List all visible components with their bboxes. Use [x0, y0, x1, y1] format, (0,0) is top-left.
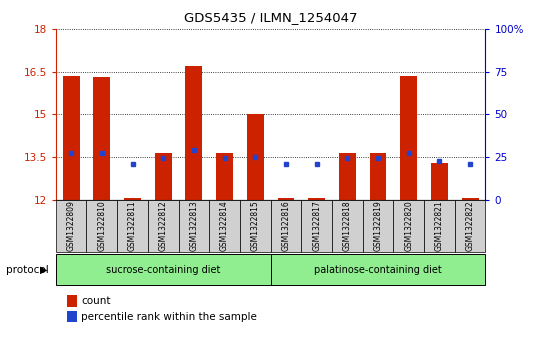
Text: count: count [81, 296, 110, 306]
Text: GSM1322813: GSM1322813 [189, 201, 199, 251]
Bar [339, 153, 356, 200]
Text: GSM1322809: GSM1322809 [66, 200, 76, 252]
Text: ▶: ▶ [40, 265, 47, 274]
Text: GSM1322816: GSM1322816 [281, 201, 291, 251]
Text: GSM1322821: GSM1322821 [435, 201, 444, 251]
Bar [124, 198, 141, 200]
Text: GDS5435 / ILMN_1254047: GDS5435 / ILMN_1254047 [184, 11, 357, 24]
Bar [185, 66, 203, 200]
Text: GSM1322817: GSM1322817 [312, 201, 321, 251]
Bar [308, 198, 325, 200]
Bar [62, 76, 80, 200]
Bar [216, 153, 233, 200]
Text: GSM1322812: GSM1322812 [158, 201, 168, 251]
Bar [155, 153, 172, 200]
Text: percentile rank within the sample: percentile rank within the sample [81, 311, 257, 322]
Text: GSM1322810: GSM1322810 [97, 201, 107, 251]
Text: GSM1322820: GSM1322820 [404, 201, 413, 251]
Bar [247, 114, 264, 200]
Bar [431, 163, 448, 200]
Text: GSM1322819: GSM1322819 [373, 201, 383, 251]
Text: palatinose-containing diet: palatinose-containing diet [314, 265, 442, 274]
Text: protocol: protocol [6, 265, 49, 274]
Text: sucrose-containing diet: sucrose-containing diet [106, 265, 220, 274]
Bar [400, 76, 417, 200]
Bar [461, 198, 479, 200]
Text: GSM1322822: GSM1322822 [465, 201, 475, 251]
Text: GSM1322814: GSM1322814 [220, 201, 229, 251]
Bar [93, 77, 110, 200]
Bar [369, 153, 387, 200]
Text: GSM1322811: GSM1322811 [128, 201, 137, 251]
Bar [277, 198, 295, 200]
Text: GSM1322818: GSM1322818 [343, 201, 352, 251]
Text: GSM1322815: GSM1322815 [251, 201, 260, 251]
